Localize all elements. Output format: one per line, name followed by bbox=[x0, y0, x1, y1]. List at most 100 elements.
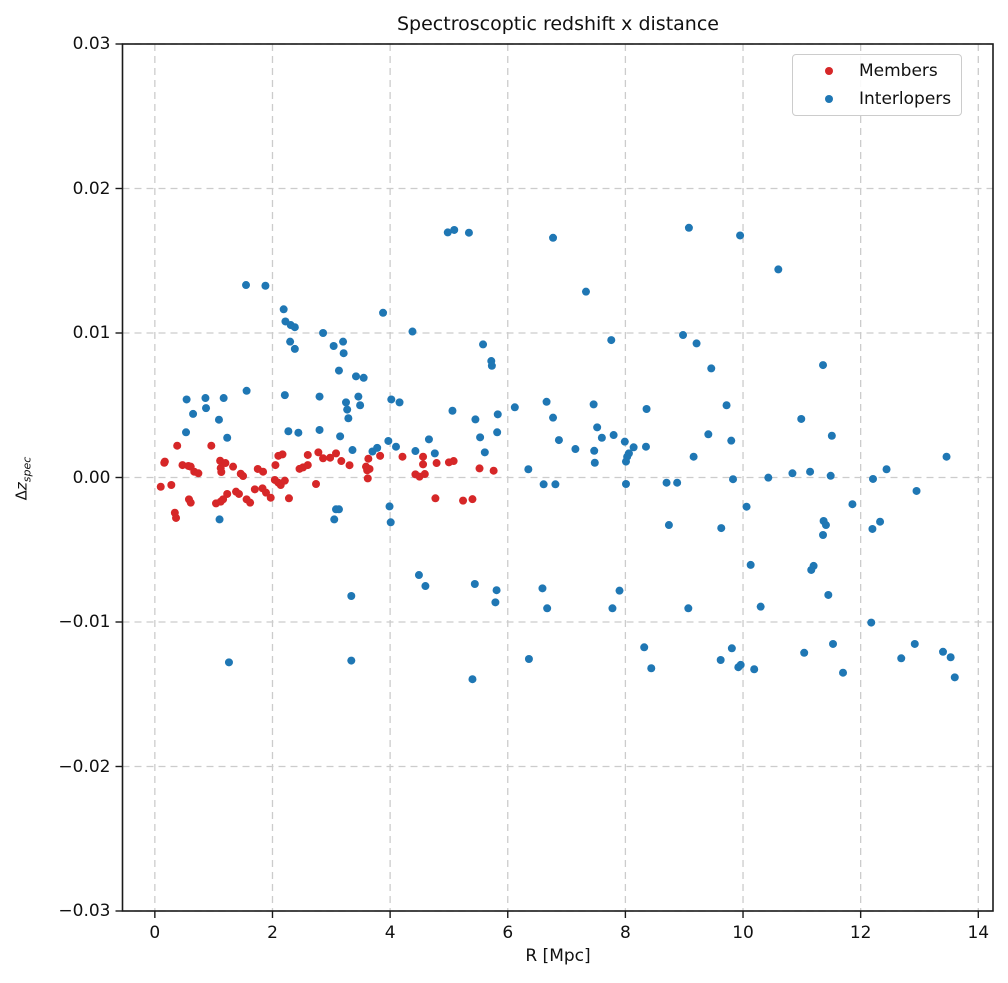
x-tick-label: 2 bbox=[267, 923, 278, 943]
data-point-members bbox=[449, 457, 458, 466]
data-point-interlopers bbox=[448, 406, 457, 415]
data-point-members bbox=[419, 460, 428, 469]
data-point-interlopers bbox=[554, 436, 563, 445]
data-point-interlopers bbox=[386, 518, 395, 527]
y-axis-label-subscript: spec bbox=[20, 456, 34, 483]
data-point-interlopers bbox=[839, 668, 848, 677]
data-point-interlopers bbox=[524, 465, 533, 474]
data-point-interlopers bbox=[354, 392, 363, 401]
data-point-interlopers bbox=[411, 447, 420, 456]
legend-label-interlopers: Interlopers bbox=[859, 89, 952, 109]
data-point-members bbox=[229, 462, 238, 471]
data-point-members bbox=[194, 469, 203, 478]
data-point-interlopers bbox=[821, 521, 830, 530]
data-point-interlopers bbox=[684, 604, 693, 613]
data-point-interlopers bbox=[330, 515, 339, 524]
data-point-interlopers bbox=[261, 281, 270, 290]
data-point-interlopers bbox=[480, 448, 489, 457]
data-point-members bbox=[489, 466, 498, 475]
data-point-interlopers bbox=[806, 467, 815, 476]
data-point-interlopers bbox=[722, 401, 731, 410]
data-point-interlopers bbox=[716, 656, 725, 665]
data-point-interlopers bbox=[280, 391, 289, 400]
data-point-members bbox=[319, 454, 328, 463]
data-point-interlopers bbox=[510, 403, 519, 412]
data-point-interlopers bbox=[689, 452, 698, 461]
data-point-interlopers bbox=[590, 446, 599, 455]
data-point-interlopers bbox=[615, 586, 624, 595]
data-point-members bbox=[266, 493, 275, 502]
data-point-interlopers bbox=[470, 579, 479, 588]
data-point-interlopers bbox=[329, 342, 338, 351]
y-tick-label: 0.00 bbox=[72, 467, 111, 488]
data-point-members bbox=[475, 464, 484, 473]
data-point-interlopers bbox=[910, 639, 919, 648]
data-point-interlopers bbox=[647, 664, 656, 673]
data-point-members bbox=[419, 452, 428, 461]
data-point-interlopers bbox=[593, 423, 602, 432]
data-point-members bbox=[160, 457, 169, 466]
data-point-members bbox=[250, 485, 259, 494]
data-point-members bbox=[284, 494, 293, 503]
data-point-members bbox=[167, 481, 176, 490]
y-tick-label: 0.02 bbox=[72, 178, 111, 199]
data-point-interlopers bbox=[746, 560, 755, 569]
data-point-interlopers bbox=[942, 452, 951, 461]
data-point-interlopers bbox=[608, 604, 617, 613]
data-point-interlopers bbox=[642, 405, 651, 414]
data-point-interlopers bbox=[800, 648, 809, 657]
data-point-interlopers bbox=[827, 431, 836, 440]
y-tick-label: 0.01 bbox=[72, 323, 111, 343]
data-point-interlopers bbox=[788, 469, 797, 478]
data-point-interlopers bbox=[590, 458, 599, 467]
data-point-members bbox=[345, 461, 354, 470]
data-point-members bbox=[303, 461, 312, 470]
data-point-interlopers bbox=[542, 397, 551, 406]
data-point-interlopers bbox=[334, 505, 343, 514]
y-axis-label-delta-z: Δz bbox=[12, 482, 31, 501]
data-point-members bbox=[431, 494, 440, 503]
data-point-interlopers bbox=[286, 337, 295, 346]
data-point-members bbox=[246, 498, 255, 507]
data-point-interlopers bbox=[717, 524, 726, 533]
data-point-members bbox=[363, 474, 372, 483]
data-point-interlopers bbox=[640, 643, 649, 652]
data-point-interlopers bbox=[620, 437, 629, 446]
data-point-interlopers bbox=[182, 428, 191, 437]
data-point-interlopers bbox=[664, 521, 673, 530]
data-point-interlopers bbox=[607, 336, 616, 345]
data-point-members bbox=[234, 489, 243, 498]
data-point-interlopers bbox=[869, 474, 878, 483]
data-point-interlopers bbox=[424, 435, 433, 444]
data-point-interlopers bbox=[589, 400, 598, 409]
data-point-interlopers bbox=[359, 373, 368, 382]
data-point-interlopers bbox=[549, 233, 558, 242]
data-point-members bbox=[459, 496, 468, 505]
data-point-members bbox=[221, 459, 230, 468]
data-point-interlopers bbox=[807, 565, 816, 574]
data-point-members bbox=[239, 472, 248, 481]
legend: Members Interlopers bbox=[792, 54, 962, 116]
data-point-interlopers bbox=[946, 653, 955, 662]
data-point-interlopers bbox=[344, 414, 353, 423]
data-point-interlopers bbox=[912, 486, 921, 495]
data-point-interlopers bbox=[384, 436, 393, 445]
data-point-interlopers bbox=[736, 231, 745, 240]
data-point-interlopers bbox=[385, 502, 394, 511]
data-point-interlopers bbox=[348, 446, 357, 455]
data-point-members bbox=[186, 498, 195, 507]
x-tick-label: 4 bbox=[384, 923, 396, 943]
data-point-members bbox=[259, 467, 268, 476]
data-point-members bbox=[326, 453, 335, 462]
x-tick-label: 6 bbox=[502, 923, 514, 943]
data-point-interlopers bbox=[571, 445, 580, 454]
legend-label-members: Members bbox=[859, 61, 938, 81]
data-point-interlopers bbox=[342, 398, 351, 407]
data-point-interlopers bbox=[414, 571, 423, 580]
data-point-interlopers bbox=[662, 478, 671, 487]
data-point-interlopers bbox=[493, 410, 502, 419]
data-point-interlopers bbox=[479, 340, 488, 349]
data-point-interlopers bbox=[736, 660, 745, 669]
data-point-interlopers bbox=[224, 658, 233, 667]
